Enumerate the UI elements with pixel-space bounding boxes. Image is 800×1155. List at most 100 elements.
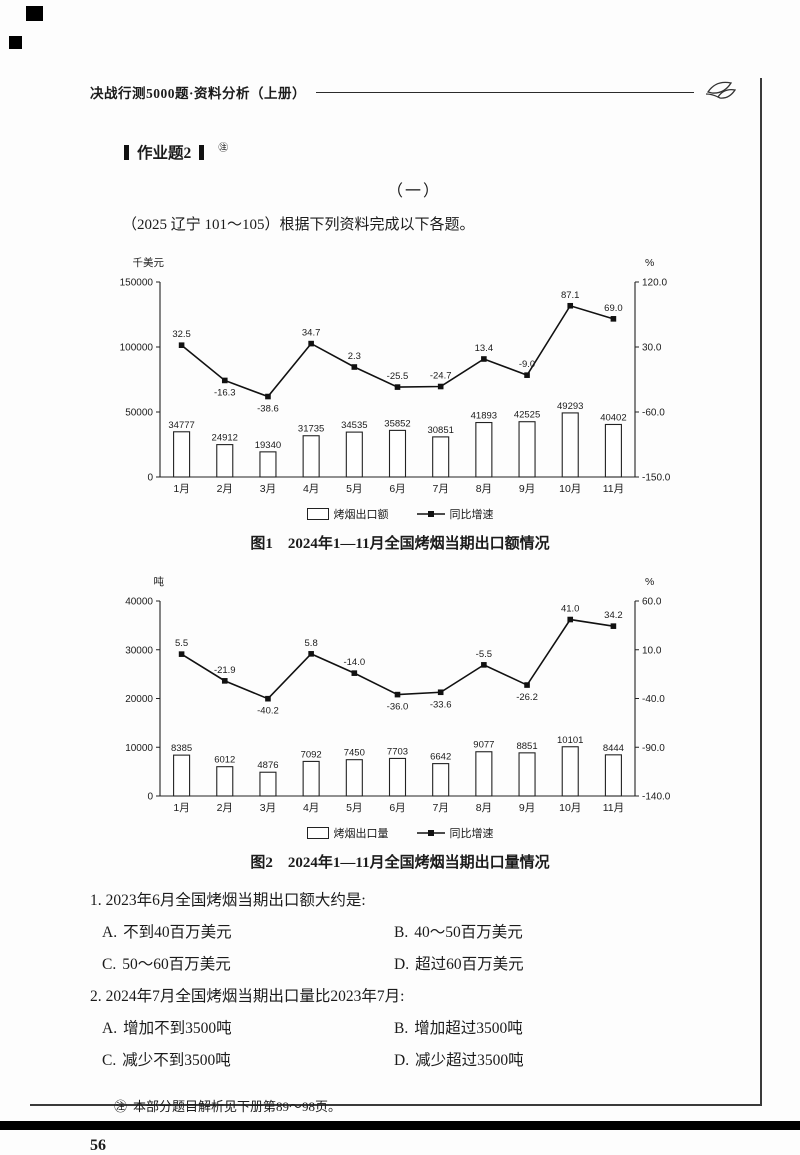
svg-text:100000: 100000 [120, 343, 154, 354]
svg-text:-60.0: -60.0 [642, 408, 665, 419]
option-label: B. [394, 1020, 409, 1037]
questions-section: 1. 2023年6月全国烤烟当期出口额大约是: A. 不到40百万美元 B. 40～5… [90, 888, 738, 1070]
title-bar-right [199, 145, 205, 160]
svg-text:87.1: 87.1 [561, 290, 580, 301]
legend-item-line: 同比增速 [416, 825, 494, 841]
option-label: B. [394, 924, 409, 941]
svg-text:3月: 3月 [260, 802, 276, 814]
legend-label: 烤烟出口量 [333, 828, 389, 840]
chart1-caption: 图1 2024年1—11月全国烤烟当期出口额情况 [250, 536, 550, 552]
option-text: 50～60百万美元 [122, 956, 231, 973]
svg-text:30.0: 30.0 [642, 343, 662, 354]
section-heading: （一） [386, 183, 441, 200]
svg-text:吨: 吨 [154, 575, 165, 588]
svg-text:41893: 41893 [471, 411, 497, 422]
chart2-caption: 图2 2024年1—11月全国烤烟当期出口量情况 [250, 855, 550, 871]
option-text: 增加超过3500吨 [414, 1020, 523, 1037]
svg-text:20000: 20000 [125, 694, 153, 705]
svg-text:9月: 9月 [519, 802, 535, 814]
svg-text:34535: 34535 [341, 420, 367, 431]
svg-text:19340: 19340 [255, 440, 281, 451]
title-bar-left [124, 145, 129, 160]
svg-text:9月: 9月 [519, 483, 535, 495]
question-2-options: A. 增加不到3500吨 B. 增加超过3500吨 C. 减少不到3500吨 D. 减少… [102, 1016, 738, 1070]
svg-text:35852: 35852 [384, 418, 410, 429]
svg-text:32.5: 32.5 [172, 329, 191, 340]
svg-text:%: % [645, 576, 654, 588]
svg-text:8月: 8月 [476, 483, 492, 495]
footnote: ㊟本部分题目解析见下册第89～98页。 [114, 1096, 738, 1115]
option-d: D. 减少超过3500吨 [394, 1048, 738, 1070]
svg-text:0: 0 [147, 792, 153, 803]
svg-text:5月: 5月 [346, 802, 362, 814]
question-body: 2023年6月全国烤烟当期出口额大约是: [105, 892, 366, 909]
svg-text:31735: 31735 [298, 424, 324, 435]
legend-item-bar: 烤烟出口量 [306, 825, 389, 841]
option-d: D. 超过60百万美元 [394, 952, 738, 974]
option-label: D. [394, 1052, 410, 1069]
legend-label: 同比增速 [449, 509, 494, 521]
svg-text:1月: 1月 [173, 802, 189, 814]
svg-text:5月: 5月 [346, 483, 362, 495]
svg-text:24912: 24912 [212, 433, 238, 444]
svg-text:4月: 4月 [303, 483, 319, 495]
svg-text:34.2: 34.2 [604, 610, 623, 621]
scan-artifact [26, 6, 43, 21]
assignment-title: 作业题2 ㊟ [116, 139, 738, 163]
svg-text:3月: 3月 [260, 483, 276, 495]
svg-text:-36.0: -36.0 [387, 702, 409, 713]
chart1-legend: 烤烟出口额 同比增速 [90, 506, 710, 522]
svg-text:10000: 10000 [125, 743, 153, 754]
svg-text:5.5: 5.5 [175, 638, 188, 649]
svg-text:41.0: 41.0 [561, 604, 580, 615]
option-label: A. [102, 1020, 118, 1037]
chart2-canvas: 0 10000 20000 30000 40000 60.0 10.0 -40.0 -90.0 -… [125, 575, 671, 814]
svg-text:34777: 34777 [168, 420, 194, 431]
svg-text:150000: 150000 [120, 278, 154, 289]
option-text: 减少超过3500吨 [415, 1052, 524, 1069]
bar-swatch-icon [306, 508, 329, 520]
svg-text:8385: 8385 [171, 743, 192, 754]
svg-text:-24.7: -24.7 [430, 371, 452, 382]
scan-artifact [9, 36, 22, 49]
chart1-canvas: 0 50000 100000 150000 120.0 30.0 -60.0 -150.0 千美… [120, 256, 671, 495]
svg-text:30000: 30000 [125, 645, 153, 656]
option-text: 增加不到3500吨 [123, 1020, 232, 1037]
svg-text:69.0: 69.0 [604, 303, 623, 314]
svg-text:9077: 9077 [473, 740, 494, 751]
svg-text:40000: 40000 [125, 597, 153, 608]
option-label: C. [102, 956, 117, 973]
footnote-ref-mark: ㊟ [218, 143, 229, 154]
svg-text:8月: 8月 [476, 802, 492, 814]
chart1-figure: 0 50000 100000 150000 120.0 30.0 -60.0 -150.0 千美… [90, 252, 738, 553]
svg-text:-38.6: -38.6 [257, 404, 279, 415]
header-rule [316, 92, 694, 93]
svg-text:1月: 1月 [173, 483, 189, 495]
svg-text:-25.5: -25.5 [387, 371, 409, 382]
book-title: 决战行测5000题·资料分析（上册） [90, 85, 307, 101]
svg-text:%: % [645, 257, 654, 269]
svg-text:8851: 8851 [516, 741, 537, 752]
svg-text:7703: 7703 [387, 746, 408, 757]
question-text: 2. 2024年7月全国烤烟当期出口量比2023年7月: [90, 984, 738, 1006]
svg-text:8444: 8444 [603, 743, 624, 754]
svg-text:-16.3: -16.3 [214, 387, 236, 398]
svg-text:-90.0: -90.0 [642, 743, 665, 754]
option-b: B. 40～50百万美元 [394, 920, 738, 942]
svg-text:10.0: 10.0 [642, 645, 662, 656]
option-label: A. [102, 924, 118, 941]
page-frame-right [760, 78, 762, 1106]
svg-text:11月: 11月 [603, 483, 624, 495]
svg-text:5.8: 5.8 [305, 638, 318, 649]
chart2-legend: 烤烟出口量 同比增速 [90, 825, 710, 841]
svg-text:-150.0: -150.0 [642, 473, 671, 484]
svg-text:-40.0: -40.0 [642, 694, 665, 705]
option-a: A. 增加不到3500吨 [102, 1016, 394, 1038]
svg-text:10月: 10月 [559, 802, 581, 814]
svg-text:-21.9: -21.9 [214, 665, 236, 676]
legend-item-bar: 烤烟出口额 [306, 506, 389, 522]
svg-text:40402: 40402 [600, 412, 626, 423]
svg-text:6月: 6月 [389, 483, 405, 495]
svg-text:10月: 10月 [559, 483, 581, 495]
option-text: 40～50百万美元 [414, 924, 523, 941]
